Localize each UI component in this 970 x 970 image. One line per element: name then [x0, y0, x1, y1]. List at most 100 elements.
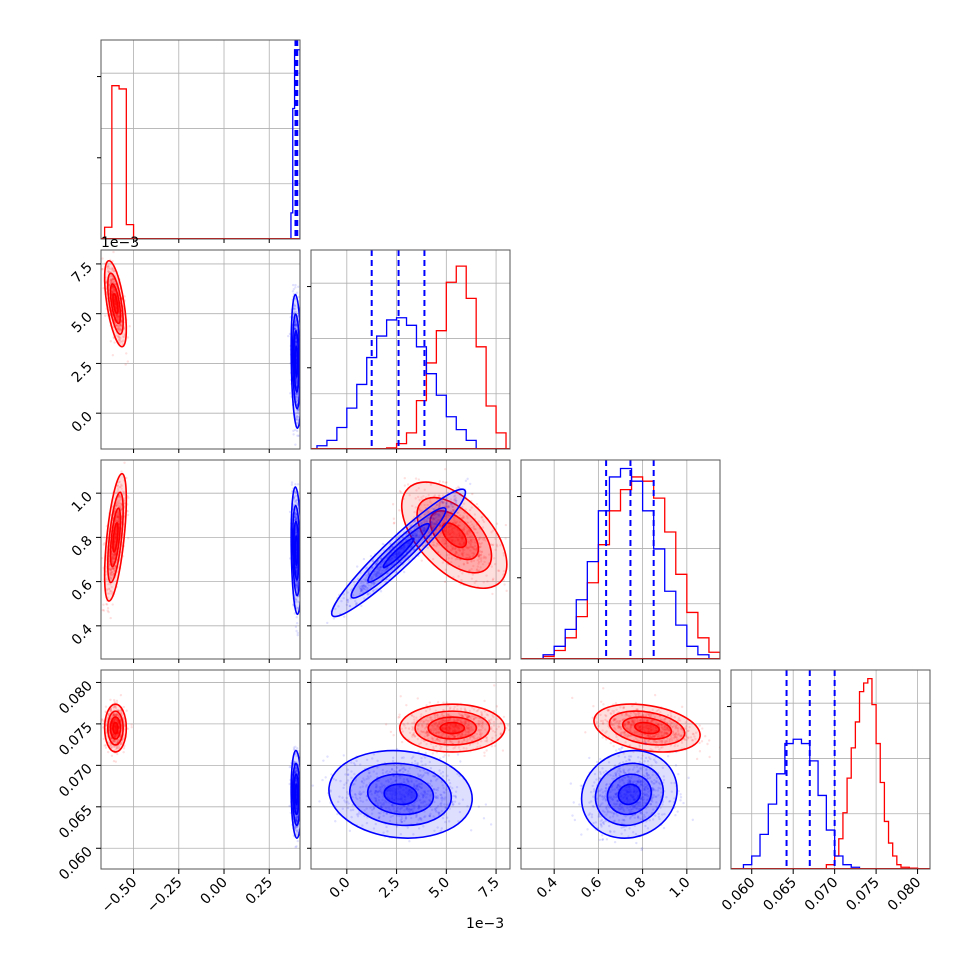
scatter-point	[295, 583, 298, 587]
scatter-point	[102, 737, 106, 741]
scatter-point	[454, 558, 457, 561]
scatter-point	[432, 508, 436, 511]
scatter-point	[465, 531, 469, 534]
scatter-point	[111, 268, 114, 271]
scatter-point	[430, 522, 434, 525]
scatter-point	[377, 570, 381, 573]
scatter-point	[447, 557, 450, 560]
scatter-point	[469, 538, 473, 541]
scatter-point	[457, 548, 460, 552]
scatter-point	[110, 570, 114, 574]
scatter-point	[290, 483, 294, 486]
scatter-point	[353, 580, 356, 584]
scatter-point	[481, 563, 485, 566]
scatter-point	[415, 534, 418, 537]
scatter-point	[462, 562, 465, 565]
scatter-point	[118, 336, 121, 339]
scatter-point	[114, 533, 118, 536]
scatter-point	[326, 621, 329, 625]
scatter-point	[114, 734, 117, 737]
scatter-point	[101, 267, 104, 271]
scatter-point	[115, 504, 118, 507]
scatter-point	[116, 752, 119, 756]
scatter-point	[358, 585, 361, 588]
scatter-point	[449, 532, 452, 535]
hist-blue-0	[290, 49, 300, 239]
scatter-point	[293, 307, 297, 310]
scatter-point	[439, 525, 442, 528]
scatter-point	[398, 550, 401, 554]
scatter-point	[483, 536, 486, 540]
scatter-point	[116, 484, 120, 487]
scatter-point	[295, 580, 299, 583]
scatter-point	[432, 521, 436, 525]
scatter-point	[116, 519, 119, 523]
scatter-point	[444, 540, 448, 543]
scatter-point	[432, 524, 435, 528]
scatter-point	[393, 566, 397, 569]
scatter-point	[432, 525, 436, 528]
scatter-point	[295, 570, 299, 573]
scatter-point	[477, 562, 480, 565]
scatter-point	[496, 545, 499, 548]
scatter-point	[441, 501, 445, 504]
scatter-point	[110, 709, 113, 713]
scatter-point	[301, 540, 303, 542]
scatter-point	[435, 503, 439, 507]
scatter-point	[426, 546, 430, 549]
scatter-point	[471, 551, 474, 555]
scatter-point	[367, 572, 371, 575]
scatter-point	[113, 554, 116, 557]
scatter-point	[332, 617, 336, 620]
scatter-point	[434, 523, 437, 526]
scatter-point	[402, 544, 405, 548]
scatter-point	[114, 726, 117, 730]
scatter-point	[112, 698, 116, 702]
scatter-point	[122, 493, 126, 497]
scatter-point	[455, 551, 459, 555]
scatter-point	[105, 588, 108, 591]
scatter-point	[109, 569, 112, 572]
scatter-point	[448, 514, 451, 517]
scatter-point	[362, 581, 365, 584]
scatter-point	[114, 727, 118, 731]
scatter-point	[301, 342, 303, 344]
scatter-point	[114, 728, 117, 731]
scatter-point	[391, 503, 395, 506]
scatter-point	[115, 315, 118, 318]
scatter-point	[464, 479, 468, 483]
scatter-point	[370, 567, 373, 570]
scatter-point	[297, 295, 300, 299]
scatter-point	[295, 409, 299, 412]
scatter-point	[377, 571, 381, 575]
scatter-point	[366, 574, 370, 578]
scatter-point	[378, 565, 382, 569]
scatter-point	[431, 526, 435, 529]
scatter-point	[120, 742, 123, 746]
scatter-point	[502, 552, 505, 555]
scatter-point	[113, 726, 117, 729]
scatter-point	[295, 566, 298, 570]
scatter-point	[116, 516, 120, 519]
scatter-point	[454, 499, 458, 502]
scatter-point	[465, 545, 468, 549]
scatter-point	[471, 555, 475, 558]
scatter-point	[294, 600, 297, 604]
hist-blue-1	[316, 317, 477, 449]
scatter-point	[109, 583, 112, 586]
scatter-point	[429, 530, 432, 534]
scatter-point	[430, 520, 433, 524]
scatter-point	[394, 552, 398, 555]
scatter-point	[434, 523, 438, 526]
scatter-point	[362, 587, 366, 590]
scatter-point	[473, 553, 476, 556]
scatter-point	[423, 527, 426, 530]
scatter-point	[294, 580, 298, 583]
scatter-point	[295, 392, 299, 396]
scatter-point	[123, 295, 126, 298]
contour-blue-3	[382, 537, 415, 569]
scatter-point	[472, 559, 476, 562]
scatter-point	[399, 491, 403, 494]
scatter-point	[480, 516, 484, 519]
scatter-point	[113, 269, 116, 273]
